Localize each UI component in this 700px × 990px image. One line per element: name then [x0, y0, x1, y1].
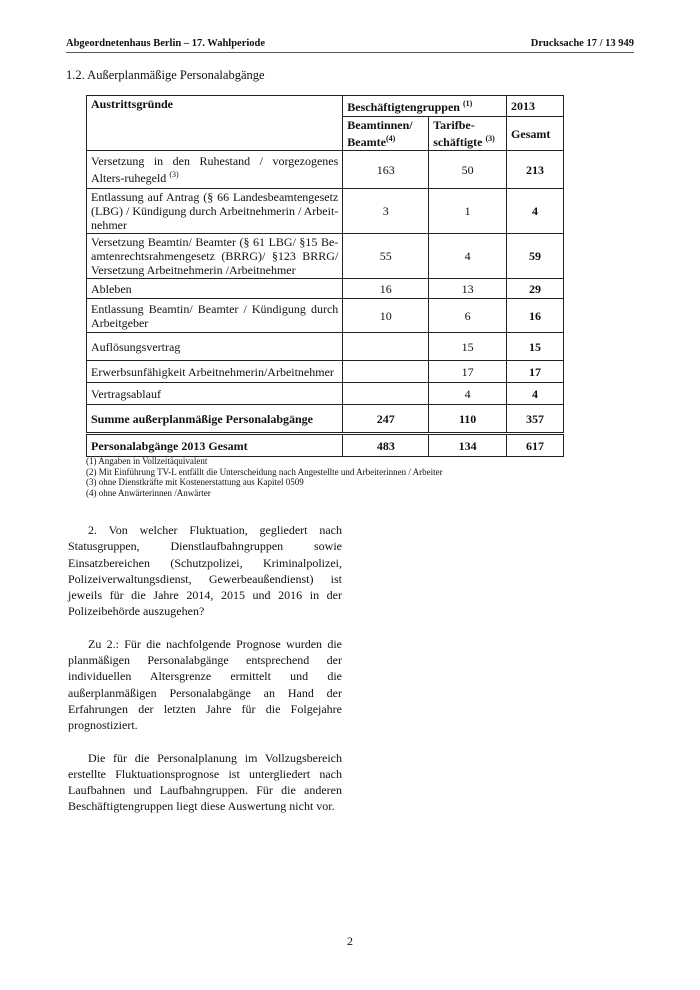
footnote: (2) Mit Einführung TV-L entfällt die Unt…	[86, 466, 443, 477]
row-reason: Vertragsablauf	[85, 382, 344, 405]
row-tarif: 4	[428, 382, 508, 405]
row-total: 15	[506, 332, 564, 361]
row-reason: Erwerbsunfähigkeit Arbeitnehmerin/Arbeit…	[85, 360, 344, 383]
row-beamte	[342, 360, 430, 383]
row-total: 16	[506, 298, 564, 333]
row-tarif: 4	[428, 233, 508, 279]
row-beamte: 3	[342, 188, 430, 234]
header-right: Drucksache 17 / 13 949	[530, 38, 634, 49]
col-header-tarif: Tarifbe-schäftigte (3)	[428, 116, 508, 151]
row-beamte	[342, 382, 430, 405]
row-reason: Entlassung auf Antrag (§ 66 Landesbeamte…	[85, 188, 344, 234]
row-total: 17	[506, 360, 564, 383]
row-reason: Versetzung in den Ruhestand / vorgezogen…	[85, 150, 344, 189]
footnote: (3) ohne Dienstkräfte mit Kostenerstattu…	[86, 477, 304, 487]
footnote: (4) ohne Anwärterinnen /Anwärter	[86, 487, 211, 498]
col-header-total: Gesamt	[506, 116, 564, 151]
paragraph: Die für die Personalplanung im Vollzugsb…	[68, 750, 342, 814]
col-header-beamte: Beamtinnen/ Beamte(4)	[342, 116, 430, 151]
sum-beamte: 247	[342, 404, 430, 433]
departures-table: Austrittsgründe Beschäftigtengruppen (1)…	[85, 95, 564, 433]
grand-total-table: Personalabgänge 2013 Gesamt 483 134 617	[85, 434, 564, 457]
row-tarif: 1	[428, 188, 508, 234]
row-tarif: 50	[428, 150, 508, 189]
footnote: (1) Angaben in Vollzeitäquivalent	[86, 456, 208, 466]
row-reason: Entlassung Beamtin/ Beamter / Kündigung …	[85, 298, 344, 333]
row-total: 59	[506, 233, 564, 279]
col-header-reason: Austrittsgründe	[85, 95, 344, 151]
sum-total: 357	[506, 404, 564, 433]
page-number: 2	[347, 934, 353, 948]
grand-label: Personalabgänge 2013 Gesamt	[85, 434, 344, 457]
row-total: 213	[506, 150, 564, 189]
grand-total-row: Personalabgänge 2013 Gesamt 483 134 617	[85, 434, 564, 457]
row-tarif: 13	[428, 278, 508, 299]
table-row: Vertragsablauf 4 4	[85, 382, 564, 405]
grand-beamte: 483	[342, 434, 430, 457]
table-row: Versetzung in den Ruhestand / vorgezogen…	[85, 150, 564, 189]
sum-tarif: 110	[428, 404, 508, 433]
row-total: 4	[506, 382, 564, 405]
row-tarif: 15	[428, 332, 508, 361]
row-beamte: 55	[342, 233, 430, 279]
col-header-year: 2013	[506, 95, 564, 117]
sum-label: Summe außerplanmäßige Personalabgänge	[85, 404, 344, 433]
row-total: 4	[506, 188, 564, 234]
grand-total: 617	[506, 434, 564, 457]
table-row: Erwerbsunfähigkeit Arbeitnehmerin/Arbeit…	[85, 360, 564, 383]
col-header-groups: Beschäftigtengruppen (1)	[342, 95, 508, 117]
row-reason: Ableben	[85, 278, 344, 299]
table-row: Entlassung auf Antrag (§ 66 Landesbeamte…	[85, 188, 564, 234]
row-reason: Auflösungsvertrag	[85, 332, 344, 361]
paragraph-answer: Zu 2.: Für die nachfolgende Prognose wur…	[68, 636, 342, 733]
table-row: Ableben 16 13 29	[85, 278, 564, 299]
page-header: Abgeordnetenhaus Berlin – 17. Wahlperiod…	[66, 38, 634, 53]
row-reason: Versetzung Beamtin/ Beamter (§ 61 LBG/ §…	[85, 233, 344, 279]
row-beamte: 163	[342, 150, 430, 189]
header-left: Abgeordnetenhaus Berlin – 17. Wahlperiod…	[66, 38, 266, 49]
table-row: Entlassung Beamtin/ Beamter / Kündigung …	[85, 298, 564, 333]
body-text: 2. Von welcher Fluktuation, gegliedert n…	[68, 522, 342, 831]
table-row: Auflösungsvertrag 15 15	[85, 332, 564, 361]
paragraph-question: 2. Von welcher Fluktuation, gegliedert n…	[68, 523, 342, 619]
grand-tarif: 134	[428, 434, 508, 457]
row-tarif: 6	[428, 298, 508, 333]
row-beamte	[342, 332, 430, 361]
section-title: 1.2. Außerplanmäßige Personalabgänge	[66, 68, 265, 82]
row-beamte: 16	[342, 278, 430, 299]
row-beamte: 10	[342, 298, 430, 333]
sum-row: Summe außerplanmäßige Personalabgänge 24…	[85, 404, 564, 433]
footnotes: (1) Angaben in Vollzeitäquivalent (2) Mi…	[86, 456, 443, 498]
row-tarif: 17	[428, 360, 508, 383]
row-total: 29	[506, 278, 564, 299]
table-row: Versetzung Beamtin/ Beamter (§ 61 LBG/ §…	[85, 233, 564, 279]
